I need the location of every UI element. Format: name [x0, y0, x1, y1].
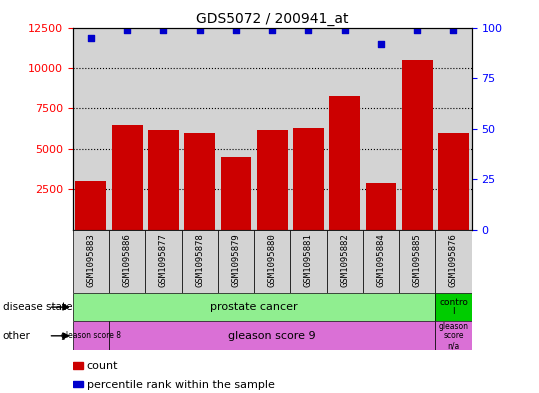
Bar [438, 133, 469, 230]
Bar [436, 293, 472, 321]
Bar [293, 128, 324, 230]
Bar [399, 28, 436, 230]
Text: gleason score 8: gleason score 8 [61, 331, 121, 340]
Text: gleason
score
n/a: gleason score n/a [439, 321, 468, 350]
Point [268, 26, 277, 33]
Bar [402, 60, 433, 230]
Text: contro
l: contro l [439, 298, 468, 316]
Text: gleason score 9: gleason score 9 [229, 331, 316, 341]
Bar [73, 321, 109, 350]
Point [449, 26, 458, 33]
Bar [73, 362, 83, 369]
Bar [254, 28, 291, 230]
Text: disease state: disease state [3, 302, 72, 312]
Text: GSM1095878: GSM1095878 [195, 233, 204, 287]
Text: GSM1095882: GSM1095882 [340, 233, 349, 287]
Bar [184, 133, 215, 230]
Bar [363, 230, 399, 293]
Point [123, 26, 132, 33]
Bar [327, 28, 363, 230]
Bar [291, 28, 327, 230]
Bar [254, 230, 291, 293]
Point [87, 35, 95, 41]
Bar [436, 28, 472, 230]
Bar [218, 230, 254, 293]
Bar [257, 130, 288, 230]
Text: GSM1095885: GSM1095885 [413, 233, 421, 287]
Text: prostate cancer: prostate cancer [210, 302, 298, 312]
Text: count: count [87, 361, 118, 371]
Bar [329, 95, 360, 230]
Bar [146, 28, 182, 230]
Bar [109, 321, 436, 350]
Bar [291, 230, 327, 293]
Bar [399, 230, 436, 293]
Bar [220, 157, 251, 230]
Point [304, 26, 313, 33]
Point [159, 26, 168, 33]
Bar [73, 28, 109, 230]
Text: percentile rank within the sample: percentile rank within the sample [87, 380, 274, 389]
Bar [182, 28, 218, 230]
Bar [365, 183, 396, 230]
Bar [363, 28, 399, 230]
Text: GSM1095877: GSM1095877 [159, 233, 168, 287]
Point [232, 26, 240, 33]
Bar [73, 380, 83, 387]
Bar [182, 230, 218, 293]
Text: GSM1095879: GSM1095879 [231, 233, 240, 287]
Bar [112, 125, 142, 230]
Text: GSM1095883: GSM1095883 [86, 233, 95, 287]
Bar [109, 28, 146, 230]
Text: other: other [3, 331, 31, 341]
Bar [436, 230, 472, 293]
Text: GSM1095884: GSM1095884 [376, 233, 385, 287]
Point [413, 26, 421, 33]
Bar [327, 230, 363, 293]
Text: GSM1095881: GSM1095881 [304, 233, 313, 287]
Bar [148, 130, 179, 230]
Point [195, 26, 204, 33]
Bar [73, 230, 109, 293]
Text: GSM1095876: GSM1095876 [449, 233, 458, 287]
Bar [109, 230, 146, 293]
Text: GSM1095886: GSM1095886 [123, 233, 132, 287]
Bar [75, 181, 106, 230]
Title: GDS5072 / 200941_at: GDS5072 / 200941_at [196, 13, 348, 26]
Point [377, 40, 385, 47]
Point [341, 26, 349, 33]
Text: GSM1095880: GSM1095880 [268, 233, 277, 287]
Bar [436, 321, 472, 350]
Bar [146, 230, 182, 293]
Bar [218, 28, 254, 230]
